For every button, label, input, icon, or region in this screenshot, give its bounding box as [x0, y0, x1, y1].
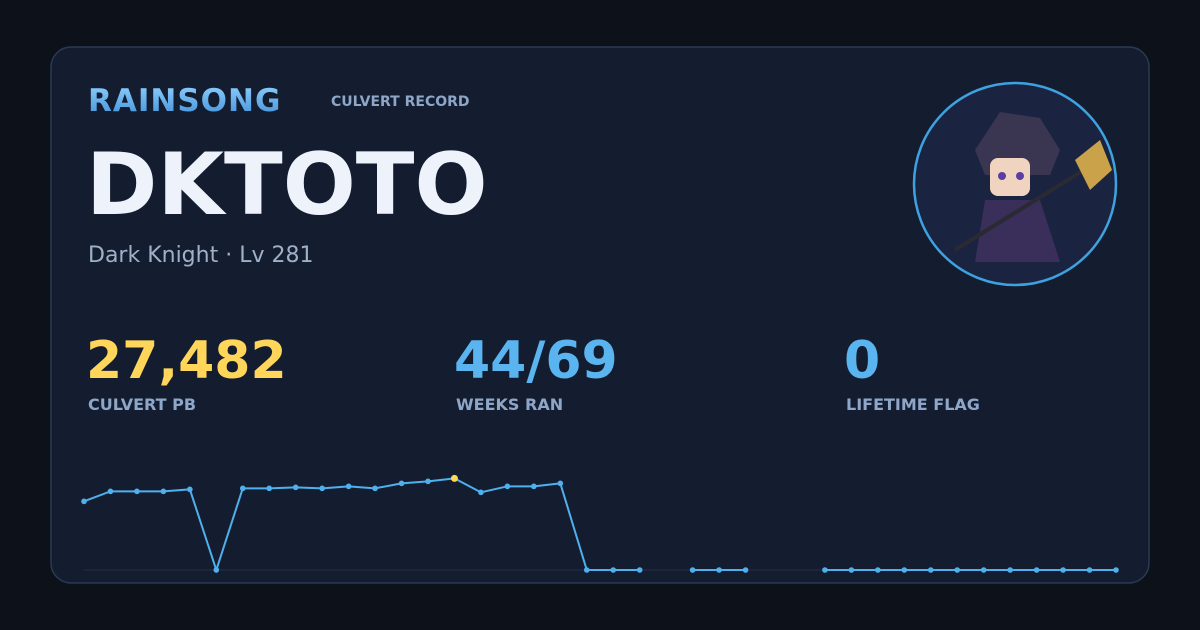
point	[1060, 567, 1066, 573]
point	[875, 567, 881, 573]
point	[134, 488, 140, 495]
stat-label: WEEKS RAN	[456, 395, 563, 414]
point	[319, 485, 325, 492]
brand-subtitle: CULVERT RECORD	[331, 94, 470, 110]
point	[1007, 567, 1013, 573]
point	[266, 485, 273, 492]
point	[107, 488, 114, 495]
point	[1086, 567, 1093, 573]
stat-label: CULVERT PB	[88, 395, 196, 414]
point	[531, 483, 537, 490]
point	[610, 567, 617, 573]
point	[345, 483, 352, 490]
stat-value: 0	[844, 331, 880, 391]
stat-label: LIFETIME FLAG	[846, 395, 980, 414]
point	[213, 567, 220, 573]
point	[504, 483, 511, 490]
point	[636, 567, 643, 573]
player-info: Dark Knight · Lv 281	[88, 243, 313, 268]
point	[372, 485, 378, 492]
point	[239, 485, 246, 492]
point	[848, 567, 855, 573]
point	[1033, 567, 1040, 573]
stat-value: 27,482	[86, 331, 287, 391]
point	[822, 567, 828, 573]
point	[954, 567, 961, 573]
point	[557, 480, 564, 487]
player-name: DKTOTO	[86, 135, 488, 235]
point	[1113, 567, 1119, 573]
point	[81, 498, 87, 505]
point	[901, 567, 908, 573]
point	[742, 567, 749, 573]
point	[583, 567, 590, 573]
point	[927, 567, 934, 573]
brand: RAINSONG	[88, 83, 281, 119]
point	[980, 567, 987, 573]
avatar	[912, 81, 1118, 287]
point	[478, 489, 484, 496]
best-point	[450, 474, 458, 482]
card	[50, 46, 1150, 584]
point	[292, 484, 299, 491]
point	[716, 567, 722, 573]
point	[425, 478, 431, 485]
point	[689, 567, 696, 573]
point	[160, 488, 167, 495]
stat-value: 44/69	[454, 331, 618, 391]
point	[187, 486, 193, 493]
point	[398, 480, 405, 487]
